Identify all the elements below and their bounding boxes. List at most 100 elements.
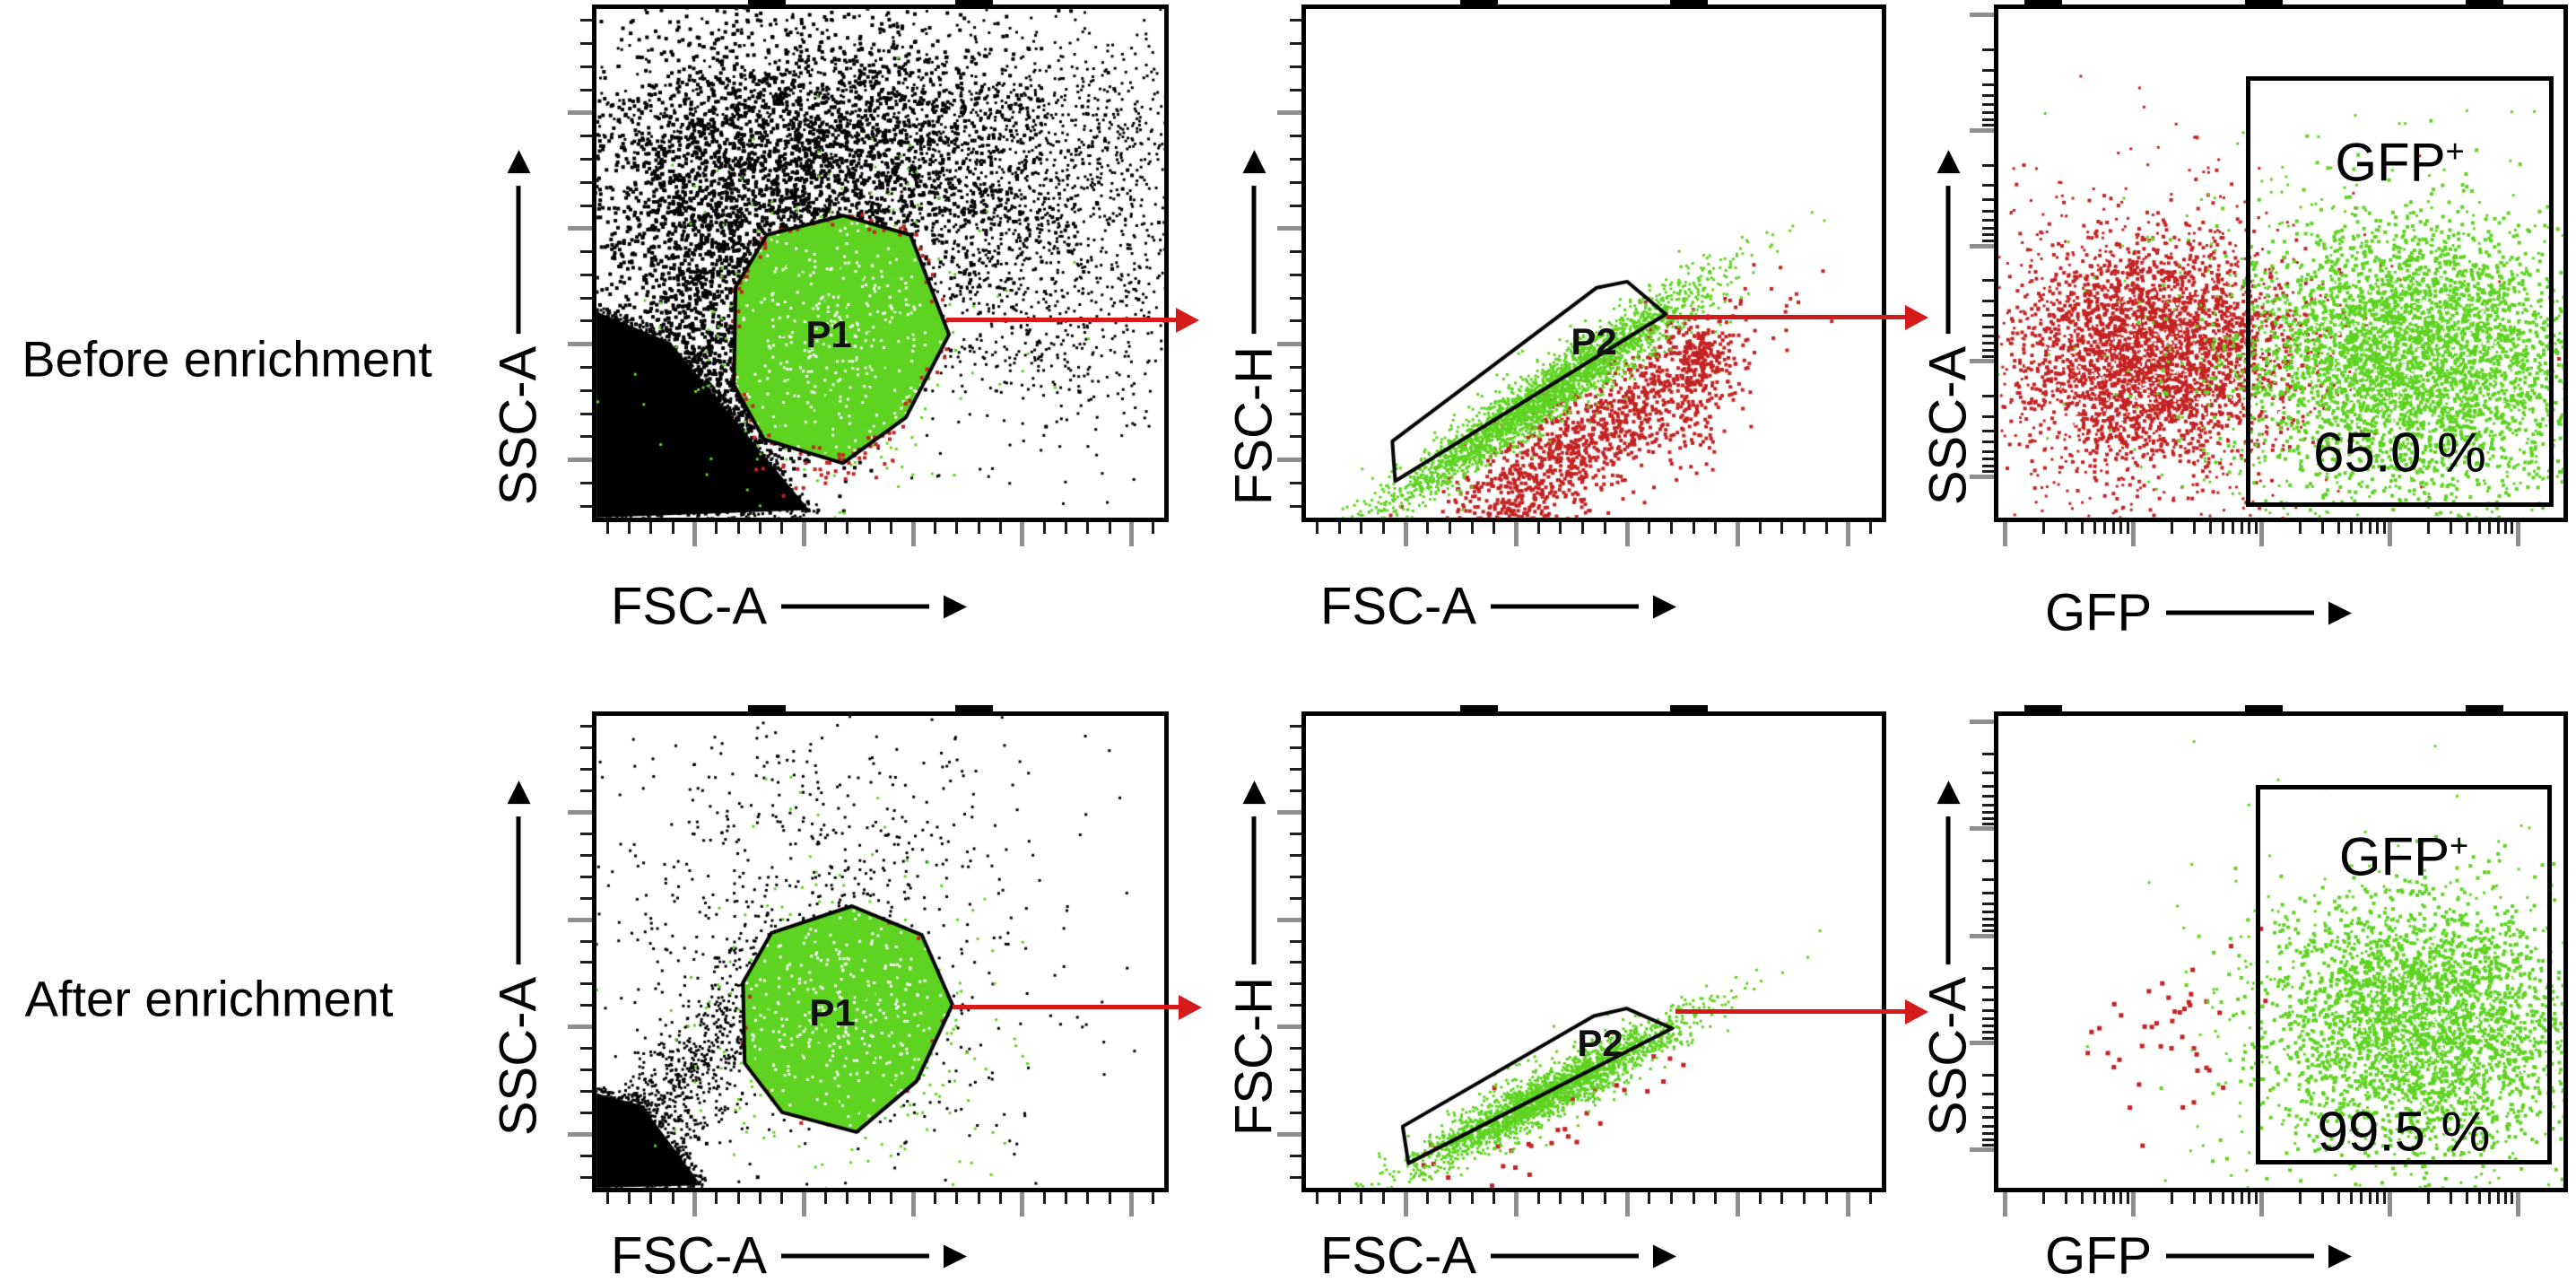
y-axis-tick [1290,853,1301,857]
top-axis-mark [954,0,993,9]
y-axis-tick [568,110,592,116]
axis-arrow-head [944,1244,967,1268]
axis-arrow-head [507,149,530,173]
y-axis-tick [1982,1092,1994,1095]
y-axis-tick [1277,342,1301,347]
plot-after-fsc-fsch [1277,705,1886,1217]
y-axis-tick [1290,1004,1301,1007]
row-label-after: After enrichment [24,970,394,1027]
y-axis-tick [1982,1025,1994,1028]
gating-arrow [953,1005,1180,1009]
x-axis-tick [1736,522,1740,546]
y-axis-tick [1982,239,1994,242]
x-axis-tick [692,1192,698,1217]
x-axis-tick [1403,522,1408,546]
y-axis-tick [1982,348,1994,352]
top-axis-mark [747,0,786,9]
top-axis-mark [2245,0,2284,9]
x-axis-tick [867,1192,871,1204]
top-axis-mark [2465,705,2503,716]
x-axis-tick [998,522,1002,534]
x-axis-tick [1064,522,1067,534]
x-axis-tick [1470,522,1474,534]
y-axis-tick [1982,1138,1994,1141]
y-axis-tick [1290,789,1301,793]
y-axis-tick [1982,163,1994,167]
x-axis-tick [2103,522,2107,534]
y-axis-label-fsc-h: FSC-H [1224,149,1284,505]
gating-arrow [1675,1009,1907,1014]
y-axis-tick [1277,1025,1301,1030]
plot-after-fsc-ssc [568,705,1169,1217]
y-axis-tick [1982,816,1994,820]
y-axis-tick [580,875,592,878]
y-axis-tick [1982,83,1994,86]
y-axis-tick [568,342,592,347]
x-axis-tick [2111,522,2115,534]
y-axis-tick [1970,243,1994,249]
plot-before-fsc-ssc [568,0,1169,546]
y-axis-tick [1277,458,1301,463]
x-axis-tick [2003,1192,2008,1217]
y-axis-tick [580,481,592,484]
y-axis-tick [580,961,592,964]
gating-arrow [946,318,1178,322]
y-axis-tick [1290,1068,1301,1071]
y-axis-tick [1290,1154,1301,1157]
y-axis-tick [1290,504,1301,508]
x-axis-tick [2368,522,2371,534]
x-axis-tick [1381,1192,1385,1204]
x-axis-tick [2232,522,2235,534]
x-axis-tick [628,522,631,534]
y-axis-tick [1982,279,1994,283]
axis-arrow-head [1242,780,1266,804]
y-axis-label-fsc-h: FSC-H [1224,780,1284,1136]
y-axis-tick [1290,896,1301,900]
x-axis-tick [2427,522,2431,534]
plot-before-fsc-fsch [1277,0,1886,546]
x-axis-tick [890,522,893,534]
y-axis-tick [1970,826,1994,832]
axis-arrow-line [1945,185,1951,334]
y-axis-tick [1290,961,1301,964]
x-axis-label-fsc-a: FSC-A [611,577,967,637]
y-axis-tick [1982,124,1994,127]
x-axis-tick [1086,522,1090,534]
x-axis-tick [2321,522,2325,534]
x-axis-tick [1152,522,1155,534]
x-axis-tick [1128,522,1134,546]
x-axis-tick [1559,1192,1562,1204]
x-axis-tick [824,522,828,534]
x-axis-tick [1581,1192,1585,1204]
y-axis-tick [1290,180,1301,184]
x-axis-tick [715,1192,718,1204]
x-axis-tick [1559,522,1562,534]
y-axis-tick [1982,342,1994,345]
x-axis-tick [1803,522,1806,534]
y-axis-tick [1982,314,1994,318]
y-axis-tick [580,319,592,323]
y-axis-tick [1290,273,1301,276]
y-axis-tick [1290,250,1301,254]
y-axis-tick [1982,449,1994,453]
x-axis-tick [2388,1192,2393,1217]
y-axis-tick [1982,334,1994,337]
top-axis-mark [2024,0,2063,9]
y-axis-tick [1970,933,1994,938]
y-axis-tick [580,19,592,22]
y-axis-tick [580,768,592,772]
x-axis-tick [605,522,609,534]
top-axis-mark [1459,705,1498,716]
x-axis-tick [759,522,762,534]
y-axis-tick [580,1004,592,1007]
y-axis-tick [580,982,592,986]
y-axis-tick [1970,13,1994,18]
y-axis-tick [1277,810,1301,815]
x-axis-tick [1493,522,1496,534]
y-axis-tick [1290,1111,1301,1114]
axis-arrow-line [2166,1253,2315,1259]
x-axis-tick [736,1192,740,1204]
y-axis-tick [1982,209,1994,213]
y-axis-tick [1290,158,1301,161]
x-axis-tick [605,1192,609,1204]
